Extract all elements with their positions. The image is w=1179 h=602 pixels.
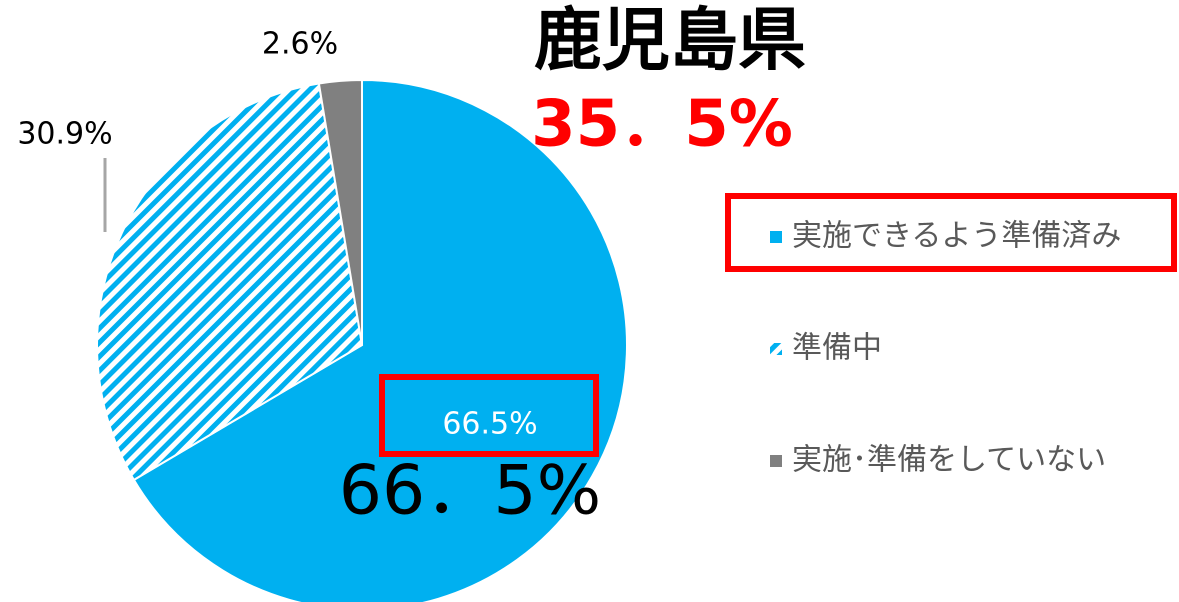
annotation: 35．5% — [531, 88, 793, 162]
pie — [96, 78, 628, 602]
pie-slice — [132, 78, 628, 602]
legend-swatch — [770, 231, 782, 243]
data-label: 30.9% — [17, 117, 112, 152]
legend-label: 準備中 — [792, 331, 882, 366]
chart-title: 鹿児島県 — [534, 2, 806, 81]
highlight-box — [725, 193, 1177, 272]
pie-slice — [317, 78, 363, 346]
legend-label: 実施･準備をしていない — [792, 443, 1106, 478]
highlight-box — [379, 374, 599, 457]
data-label: 2.6% — [262, 27, 338, 62]
legend-swatch — [770, 455, 782, 467]
pie-slice — [96, 82, 364, 482]
legend-swatch — [770, 343, 782, 355]
data-label: 66.5% — [442, 407, 537, 442]
legend-label: 実施できるよう準備済み — [792, 219, 1121, 254]
annotation: 66．5% — [339, 452, 601, 531]
